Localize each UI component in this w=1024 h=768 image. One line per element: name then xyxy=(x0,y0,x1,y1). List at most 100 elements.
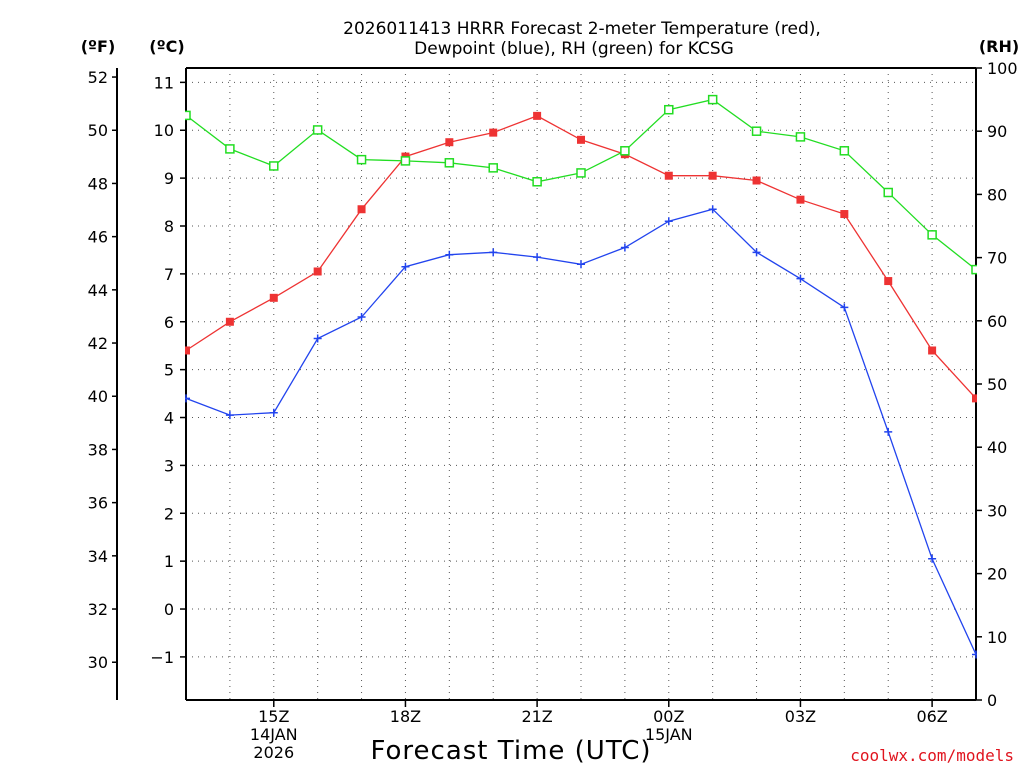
fahrenheit-unit-label: (ºF) xyxy=(81,37,116,56)
rh-tick-label: 90 xyxy=(987,122,1007,141)
rh-point xyxy=(225,144,235,154)
x-tick-label: 00Z xyxy=(653,707,684,726)
temperature-point xyxy=(664,171,673,180)
x-tick-label: 18Z xyxy=(390,707,421,726)
celsius-tick-label: 3 xyxy=(164,456,174,475)
x-tick-label: 21Z xyxy=(521,707,552,726)
fahrenheit-tick-label: 40 xyxy=(88,387,108,406)
x-tick-label: 03Z xyxy=(785,707,816,726)
rh-point xyxy=(444,158,455,168)
celsius-tick-label: 5 xyxy=(164,361,174,380)
dewpoint-point xyxy=(972,650,977,659)
temperature-point xyxy=(533,111,542,120)
celsius-tick-label: 4 xyxy=(164,409,174,428)
dewpoint-point xyxy=(445,250,454,259)
dewpoint-point xyxy=(313,334,322,343)
x-tick-label: 15JAN xyxy=(645,725,693,744)
celsius-tick-label: 1 xyxy=(164,552,174,571)
temperature-point xyxy=(269,293,278,302)
credit-text[interactable]: coolwx.com/models xyxy=(850,746,1014,765)
temperature-point xyxy=(313,267,322,276)
temperature-point xyxy=(357,205,366,214)
chart-title-line-2: Dewpoint (blue), RH (green) for KCSG xyxy=(414,39,734,59)
celsius-tick-label: −1 xyxy=(150,648,174,667)
dewpoint-point xyxy=(357,312,366,321)
celsius-tick-label: 8 xyxy=(164,217,174,236)
dewpoint-point xyxy=(840,303,849,312)
dewpoint-point xyxy=(401,262,410,271)
rh-point xyxy=(664,104,674,115)
celsius-tick-label: 7 xyxy=(164,265,174,284)
rh-point xyxy=(620,146,630,156)
celsius-tick-label: 9 xyxy=(164,169,174,188)
x-tick-label: 15Z xyxy=(258,707,289,726)
temperature-point xyxy=(577,135,585,144)
fahrenheit-tick-label: 46 xyxy=(88,228,108,247)
celsius-tick-label: 0 xyxy=(164,600,174,619)
fahrenheit-tick-label: 50 xyxy=(88,121,108,140)
fahrenheit-tick-label: 32 xyxy=(88,600,108,619)
rh-tick-label: 80 xyxy=(987,185,1007,204)
rh-point xyxy=(400,156,411,166)
fahrenheit-tick-label: 44 xyxy=(88,281,108,300)
series-group xyxy=(185,94,977,659)
rh-point xyxy=(883,187,893,198)
temperature-point xyxy=(972,394,977,403)
temperature-point xyxy=(752,176,761,185)
x-tick-label: 06Z xyxy=(916,707,947,726)
rh-point xyxy=(795,132,806,142)
x-axis-label: Forecast Time (UTC) xyxy=(370,736,651,766)
fahrenheit-tick-label: 30 xyxy=(88,653,108,672)
temperature-point xyxy=(185,346,190,355)
rh-tick-label: 60 xyxy=(987,312,1007,331)
dewpoint-point xyxy=(269,408,278,417)
dewpoint-point xyxy=(796,274,805,283)
dewpoint-point xyxy=(489,248,498,257)
celsius-tick-label: 6 xyxy=(164,313,174,332)
dewpoint-point xyxy=(752,248,761,257)
dewpoint-point xyxy=(577,260,585,269)
fahrenheit-tick-label: 34 xyxy=(88,547,108,566)
dewpoint-point xyxy=(708,205,717,214)
dewpoint-point xyxy=(533,253,542,262)
rh-point xyxy=(576,168,586,178)
dewpoint-point xyxy=(928,554,937,563)
rh-tick-label: 10 xyxy=(987,628,1007,647)
temperature-point xyxy=(840,210,849,219)
dewpoint-line xyxy=(185,208,977,655)
temperature-point xyxy=(445,138,454,147)
celsius-tick-label: 10 xyxy=(154,121,174,140)
rh-tick-label: 40 xyxy=(987,438,1007,457)
fahrenheit-tick-label: 52 xyxy=(88,68,108,87)
rh-tick-label: 100 xyxy=(987,59,1018,78)
rh-point xyxy=(532,177,542,187)
rh-point xyxy=(269,161,279,171)
dewpoint-point xyxy=(620,243,629,252)
fahrenheit-tick-label: 42 xyxy=(88,334,108,353)
temperature-point xyxy=(884,277,893,286)
rh-tick-label: 0 xyxy=(987,691,997,710)
dewpoint-point xyxy=(185,394,190,403)
rh-tick-label: 70 xyxy=(987,249,1007,268)
chart-title-line-1: 2026011413 HRRR Forecast 2-meter Tempera… xyxy=(343,19,821,39)
fahrenheit-tick-label: 36 xyxy=(88,494,108,513)
temperature-point xyxy=(489,128,498,137)
rh-point xyxy=(927,230,937,240)
rh-line xyxy=(185,98,977,271)
axes: 52504846444240383634323011109876543210−1… xyxy=(88,59,1018,762)
x-tick-label: 2026 xyxy=(253,743,294,762)
rh-tick-label: 50 xyxy=(987,375,1007,394)
rh-point xyxy=(707,94,718,105)
rh-unit-label: (RH) xyxy=(979,37,1019,56)
temperature-point xyxy=(928,346,937,355)
celsius-tick-label: 2 xyxy=(164,504,174,523)
temperature-point xyxy=(708,171,717,180)
rh-point xyxy=(185,110,191,121)
dewpoint-point xyxy=(884,427,893,436)
rh-point xyxy=(312,125,323,135)
rh-point xyxy=(839,146,850,156)
temperature-point xyxy=(796,195,805,204)
celsius-tick-label: 11 xyxy=(154,73,174,92)
rh-point xyxy=(751,126,762,136)
